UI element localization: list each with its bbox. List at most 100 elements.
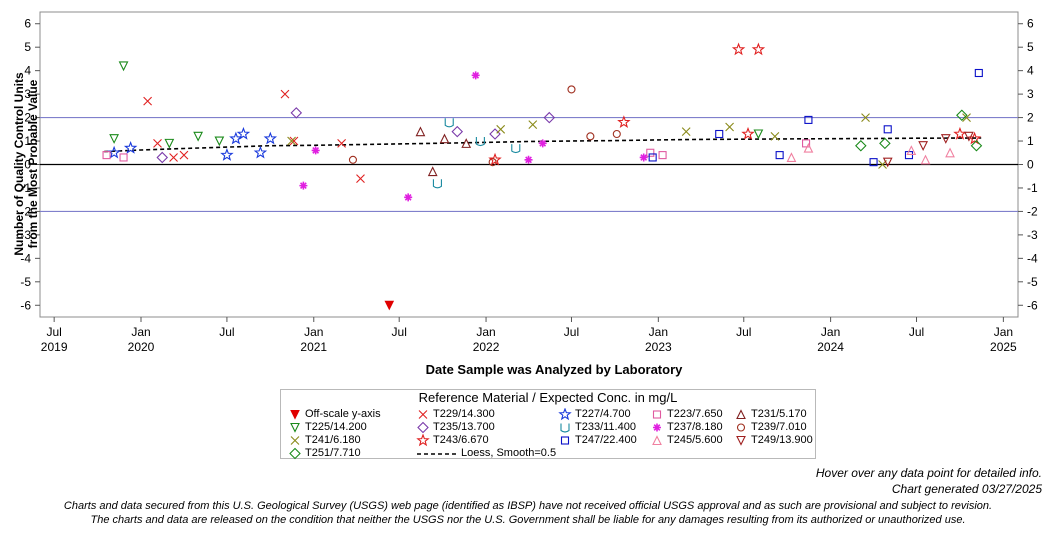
- data-point[interactable]: [725, 122, 734, 132]
- data-point[interactable]: [918, 141, 929, 151]
- data-point[interactable]: [123, 141, 138, 154]
- data-point[interactable]: [538, 139, 547, 148]
- data-point[interactable]: [646, 148, 655, 157]
- data-point[interactable]: [102, 151, 111, 160]
- data-point[interactable]: [802, 139, 811, 148]
- data-point[interactable]: [471, 71, 480, 80]
- data-point[interactable]: [143, 96, 153, 106]
- data-point[interactable]: [882, 157, 893, 168]
- data-point[interactable]: [612, 129, 621, 139]
- data-point[interactable]: [263, 131, 278, 145]
- data-point[interactable]: [384, 300, 395, 311]
- data-point[interactable]: [311, 146, 320, 155]
- data-point[interactable]: [715, 129, 724, 139]
- data-point[interactable]: [179, 150, 189, 160]
- data-point[interactable]: [290, 107, 303, 119]
- x-axis-title: Date Sample was Analyzed by Laboratory: [426, 362, 683, 377]
- legend-label: T235/13.700: [433, 421, 495, 433]
- data-point[interactable]: [528, 120, 538, 130]
- data-point[interactable]: [289, 136, 299, 146]
- data-point[interactable]: [253, 145, 268, 159]
- data-point[interactable]: [511, 144, 521, 154]
- disclaimer-line-1: Charts and data secured from this U.S. G…: [63, 500, 993, 512]
- data-point[interactable]: [956, 109, 968, 122]
- data-point[interactable]: [970, 139, 983, 152]
- legend-label: T247/22.400: [575, 434, 637, 446]
- data-point[interactable]: [920, 154, 931, 165]
- data-point[interactable]: [945, 147, 955, 158]
- data-point[interactable]: [940, 134, 951, 144]
- data-point[interactable]: [119, 153, 128, 162]
- data-point[interactable]: [156, 151, 169, 164]
- data-point[interactable]: [879, 137, 891, 150]
- hover-hint: Hover over any data point for detailed i…: [815, 466, 1042, 480]
- data-point[interactable]: [855, 139, 867, 152]
- data-point[interactable]: [356, 174, 365, 183]
- data-point[interactable]: [639, 153, 648, 162]
- data-point[interactable]: [751, 42, 766, 56]
- data-point[interactable]: [109, 134, 119, 144]
- data-points: [102, 42, 983, 311]
- data-point[interactable]: [964, 131, 974, 142]
- data-point[interactable]: [439, 133, 450, 144]
- data-point[interactable]: [451, 125, 464, 138]
- data-point[interactable]: [803, 142, 814, 153]
- data-point[interactable]: [617, 115, 631, 128]
- data-point[interactable]: [567, 85, 576, 94]
- legend-item-t229-14-300: T229/14.300: [415, 408, 495, 421]
- data-point[interactable]: [432, 179, 442, 189]
- data-point[interactable]: [681, 127, 691, 137]
- data-point[interactable]: [883, 125, 892, 134]
- x-tick-month: Jan: [131, 325, 150, 339]
- legend-item-t237-8-180: T237/8.180: [649, 421, 723, 434]
- data-point[interactable]: [427, 166, 438, 177]
- series-off-scale-y-axis: [384, 300, 395, 311]
- data-point[interactable]: [586, 132, 595, 141]
- data-point[interactable]: [461, 138, 472, 148]
- data-point[interactable]: [118, 61, 129, 72]
- data-point[interactable]: [404, 193, 413, 202]
- data-point[interactable]: [193, 131, 204, 142]
- legend-item-t249-13-900: T249/13.900: [733, 434, 813, 447]
- data-point[interactable]: [488, 158, 497, 167]
- data-point[interactable]: [444, 118, 454, 128]
- data-point[interactable]: [770, 131, 780, 141]
- data-point[interactable]: [753, 129, 764, 140]
- data-point[interactable]: [488, 152, 502, 166]
- data-point[interactable]: [236, 126, 251, 140]
- data-point[interactable]: [543, 111, 556, 124]
- data-point[interactable]: [153, 138, 162, 148]
- data-point[interactable]: [107, 145, 121, 159]
- data-point[interactable]: [869, 158, 878, 167]
- y-tick-right-label: -2: [1027, 204, 1038, 218]
- data-point[interactable]: [496, 124, 506, 134]
- data-point[interactable]: [164, 138, 175, 149]
- data-point[interactable]: [861, 113, 870, 122]
- data-point[interactable]: [475, 137, 485, 147]
- data-point[interactable]: [775, 151, 784, 160]
- data-point[interactable]: [786, 152, 797, 163]
- data-point[interactable]: [974, 68, 983, 78]
- data-point[interactable]: [415, 126, 426, 137]
- data-point[interactable]: [337, 138, 347, 148]
- data-point[interactable]: [214, 136, 225, 147]
- data-point[interactable]: [220, 148, 234, 161]
- data-point[interactable]: [524, 155, 533, 164]
- data-point[interactable]: [962, 113, 971, 122]
- data-point[interactable]: [741, 126, 755, 140]
- series-t237-8-180: [299, 71, 648, 202]
- data-point[interactable]: [299, 181, 308, 190]
- legend-title: Reference Material / Expected Conc. in m…: [418, 390, 678, 405]
- data-point[interactable]: [906, 145, 917, 155]
- data-point[interactable]: [229, 131, 243, 145]
- data-point[interactable]: [169, 153, 178, 162]
- data-point[interactable]: [648, 153, 657, 162]
- data-point[interactable]: [658, 151, 667, 160]
- y-tick-right-label: -1: [1027, 181, 1038, 195]
- data-point[interactable]: [287, 136, 296, 146]
- data-point[interactable]: [953, 126, 967, 140]
- data-point[interactable]: [348, 155, 357, 164]
- data-point[interactable]: [280, 89, 290, 99]
- data-point[interactable]: [804, 115, 813, 124]
- data-point[interactable]: [731, 42, 746, 56]
